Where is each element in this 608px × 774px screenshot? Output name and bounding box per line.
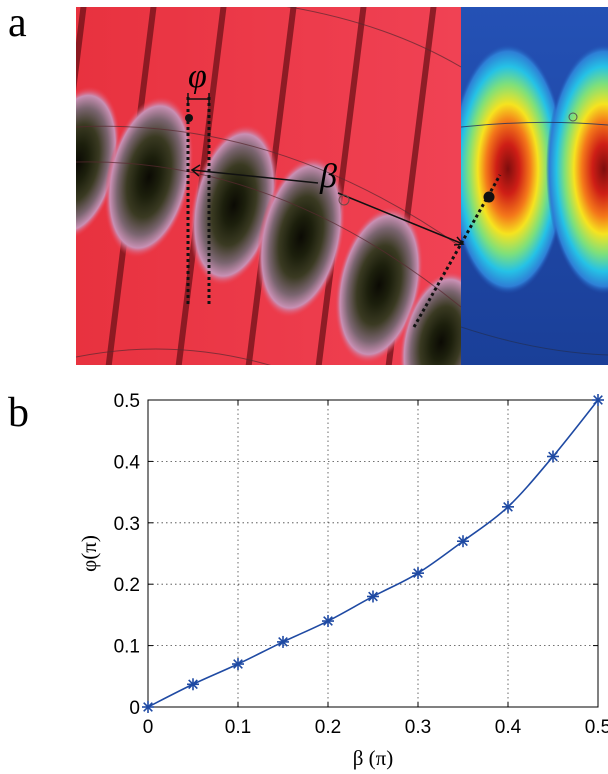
markers	[142, 394, 604, 713]
data-point-marker	[592, 394, 604, 406]
phi-annotation: φ	[188, 58, 207, 95]
data-point-marker	[322, 615, 334, 628]
data-point-marker	[367, 590, 379, 603]
x-tick-label: 0.1	[225, 717, 251, 738]
y-tick-label: 0.3	[114, 514, 140, 535]
beta-annotation: β	[319, 158, 337, 195]
y-tick-label: 0.1	[114, 637, 140, 658]
series-line	[147, 399, 599, 708]
data-point-marker	[412, 567, 424, 580]
phi-point	[185, 114, 193, 122]
x-tick-label: 0.3	[405, 717, 431, 738]
grid	[148, 400, 598, 707]
data-point-marker	[142, 701, 154, 713]
y-tick-label: 0.5	[114, 391, 140, 412]
left-field-map	[76, 7, 461, 365]
right-field-map	[461, 7, 608, 365]
ticks: 0 0.1 0.2 0.3 0.4 0.5 0 0.1 0.2 0.3 0.4 0.5	[114, 391, 608, 738]
panel-label-a: a	[8, 0, 27, 46]
data-point-marker	[232, 658, 244, 671]
phi-bracket	[187, 93, 210, 105]
data-point-marker	[547, 450, 559, 463]
x-tick-label: 0.2	[315, 717, 341, 738]
y-tick-label: 0.4	[114, 452, 141, 473]
panel-label-b: b	[8, 390, 29, 436]
data-point-marker	[502, 500, 514, 513]
data-point-marker	[457, 535, 469, 548]
data-point-marker	[277, 635, 289, 648]
beta-arrows	[190, 164, 465, 246]
chart-svg: 0 0.1 0.2 0.3 0.4 0.5 0 0.1 0.2 0.3 0.4 0.5 β (π) φ…	[77, 391, 608, 770]
y-tick-label: 0	[129, 698, 140, 719]
annotation-overlay: φ β	[185, 58, 502, 328]
field-map-figure: φ β	[76, 7, 608, 365]
plot-frame	[147, 399, 599, 708]
phi-vs-beta-chart: 0 0.1 0.2 0.3 0.4 0.5 0 0.1 0.2 0.3 0.4 0.5 β (π) φ…	[70, 380, 608, 774]
x-tick-label: 0.5	[585, 717, 608, 738]
y-axis-label: φ(π)	[77, 535, 101, 572]
x-axis-label: β (π)	[353, 746, 394, 770]
x-tick-label: 0.4	[495, 717, 522, 738]
y-tick-label: 0.2	[114, 575, 140, 596]
field-map-svg: φ β	[76, 7, 608, 365]
x-tick-label: 0	[143, 717, 154, 738]
beta-point	[483, 191, 495, 203]
data-point-marker	[187, 678, 199, 691]
